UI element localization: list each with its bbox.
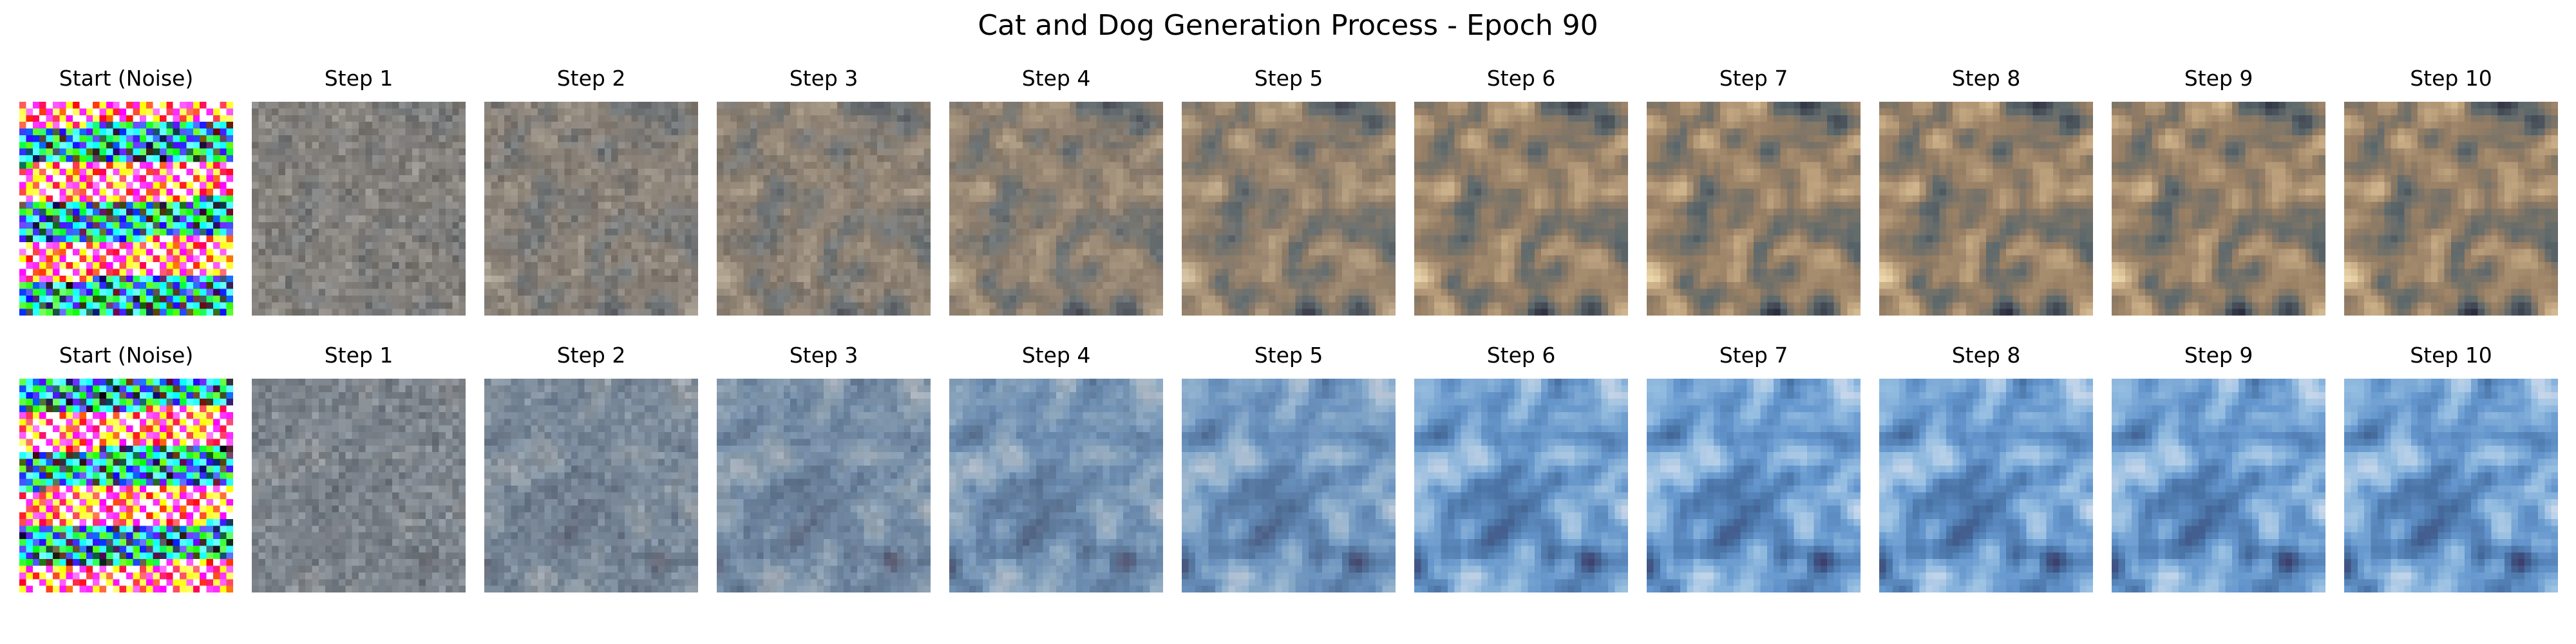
sample-row-2: Start (Noise) Step 1 Step 2 Step 3 Step …	[0, 341, 2576, 599]
generated-image	[484, 102, 698, 316]
panel-title: Step 5	[1254, 343, 1323, 368]
panel-title: Step 4	[1021, 343, 1091, 368]
panel-step-8: Step 8	[1879, 64, 2093, 322]
panel-title: Step 1	[324, 66, 393, 91]
panel-step-2: Step 2	[484, 341, 698, 599]
panel-noise: Start (Noise)	[19, 341, 233, 599]
panel-title: Step 10	[2410, 66, 2492, 91]
panel-step-1: Step 1	[252, 341, 466, 599]
panel-step-6: Step 6	[1414, 64, 1628, 322]
panel-title: Step 7	[1719, 66, 1788, 91]
panel-step-1: Step 1	[252, 64, 466, 322]
panel-step-4: Step 4	[949, 341, 1163, 599]
panel-step-9: Step 9	[2112, 64, 2325, 322]
panel-title: Start (Noise)	[59, 343, 194, 368]
generated-image	[1182, 102, 1396, 316]
panel-title: Step 9	[2184, 343, 2253, 368]
panel-title: Step 2	[556, 66, 626, 91]
figure-title: Cat and Dog Generation Process - Epoch 9…	[978, 9, 1598, 42]
panel-title: Step 1	[324, 343, 393, 368]
panel-step-3: Step 3	[717, 64, 931, 322]
panel-title: Step 8	[1951, 66, 2021, 91]
panel-title: Step 8	[1951, 343, 2021, 368]
panel-title: Step 9	[2184, 66, 2253, 91]
generated-image	[949, 102, 1163, 316]
generated-image	[2344, 379, 2558, 592]
panel-step-10: Step 10	[2344, 341, 2558, 599]
noise-image	[19, 379, 233, 592]
generated-image	[2112, 379, 2325, 592]
generated-image	[252, 379, 466, 592]
panel-title: Step 4	[1021, 66, 1091, 91]
panel-title: Step 10	[2410, 343, 2492, 368]
panel-title: Step 2	[556, 343, 626, 368]
noise-image	[19, 102, 233, 316]
panel-step-9: Step 9	[2112, 341, 2325, 599]
panel-step-5: Step 5	[1182, 341, 1396, 599]
generated-image	[484, 379, 698, 592]
panel-step-4: Step 4	[949, 64, 1163, 322]
generated-image	[717, 102, 931, 316]
generated-image	[1647, 102, 1861, 316]
panel-title: Start (Noise)	[59, 66, 194, 91]
panel-title: Step 6	[1486, 343, 1556, 368]
generated-image	[717, 379, 931, 592]
panel-step-7: Step 7	[1647, 341, 1861, 599]
panel-step-5: Step 5	[1182, 64, 1396, 322]
generated-image	[2112, 102, 2325, 316]
generated-image	[1879, 102, 2093, 316]
generated-image	[1879, 379, 2093, 592]
panel-noise: Start (Noise)	[19, 64, 233, 322]
panel-step-6: Step 6	[1414, 341, 1628, 599]
panel-step-2: Step 2	[484, 64, 698, 322]
generated-image	[1647, 379, 1861, 592]
generated-image	[1414, 102, 1628, 316]
generated-image	[2344, 102, 2558, 316]
panel-title: Step 3	[789, 343, 858, 368]
panel-step-10: Step 10	[2344, 64, 2558, 322]
generated-image	[1182, 379, 1396, 592]
generated-image	[949, 379, 1163, 592]
generated-image	[252, 102, 466, 316]
panel-title: Step 3	[789, 66, 858, 91]
panel-title: Step 5	[1254, 66, 1323, 91]
panel-step-8: Step 8	[1879, 341, 2093, 599]
sample-row-1: Start (Noise) Step 1 Step 2 Step 3 Step …	[0, 64, 2576, 322]
panel-step-7: Step 7	[1647, 64, 1861, 322]
panel-step-3: Step 3	[717, 341, 931, 599]
generated-image	[1414, 379, 1628, 592]
panel-title: Step 7	[1719, 343, 1788, 368]
panel-title: Step 6	[1486, 66, 1556, 91]
